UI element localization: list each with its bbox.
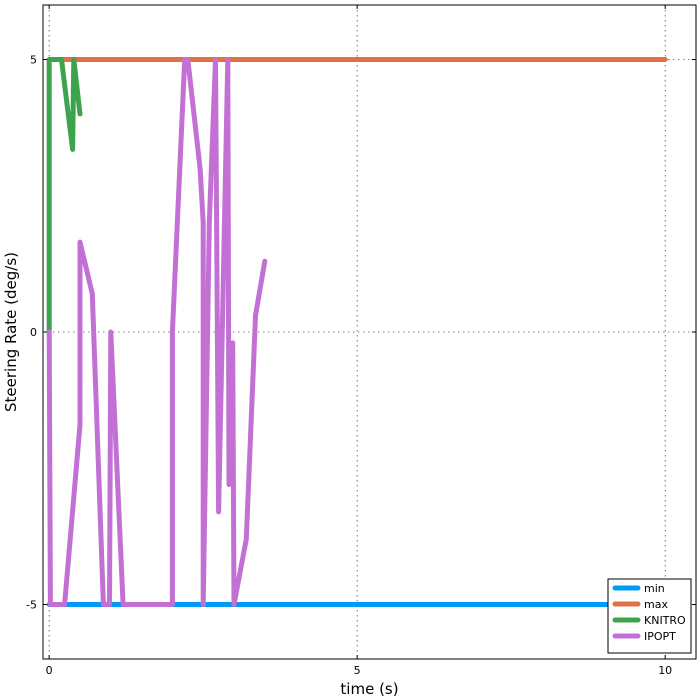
legend-label: max (644, 598, 668, 611)
axis-ticks: 0 5 10 -5 0 5 (26, 5, 696, 677)
y-tick-label: -5 (26, 599, 37, 612)
x-axis-label: time (s) (340, 680, 398, 698)
x-tick-label: 0 (46, 664, 53, 677)
y-tick-label: 5 (30, 54, 37, 67)
x-tick-label: 5 (354, 664, 361, 677)
legend-label: IPOPT (644, 630, 676, 643)
legend-label: KNITRO (644, 614, 686, 627)
series-lines (46, 57, 668, 607)
series-line-ipopt (46, 57, 268, 607)
y-tick-label: 0 (30, 326, 37, 339)
x-tick-label: 10 (658, 664, 672, 677)
legend-label: min (644, 582, 665, 595)
legend: min max KNITRO IPOPT (607, 578, 692, 654)
legend-box (607, 578, 692, 654)
y-axis-label: Steering Rate (deg/s) (2, 252, 20, 412)
series-line-knitro (46, 57, 83, 335)
